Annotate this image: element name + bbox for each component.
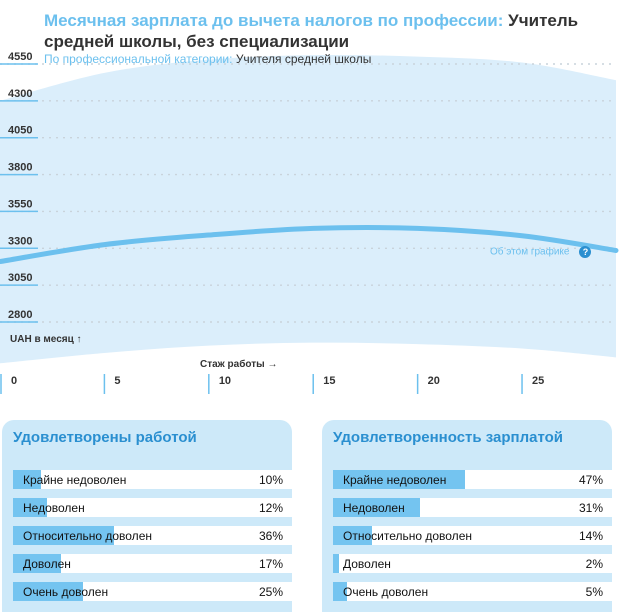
satisfaction-row: Очень доволен 5% <box>333 582 613 601</box>
satisfaction-bar <box>333 526 373 545</box>
job-satisfaction-panel: Удовлетворены работой Крайне недоволен 10… <box>2 420 293 612</box>
satisfaction-row: Недоволен 31% <box>333 498 613 517</box>
salary-range-band <box>0 55 616 364</box>
y-tick-label: 2800 <box>8 309 32 321</box>
salary-chart: 4550 4300 4050 3800 3550 3300 3050 2800 0 5 10 15 20… <box>0 51 619 394</box>
satisfaction-bar <box>13 498 47 517</box>
satisfaction-bar <box>333 582 347 601</box>
satisfaction-label: Относительно доволен <box>23 529 152 543</box>
about-chart-text[interactable]: Об этом графике <box>490 246 570 258</box>
y-tick-label: 4050 <box>8 125 32 137</box>
help-icon[interactable]: ? <box>579 246 592 258</box>
y-tick-label: 4550 <box>8 51 32 63</box>
satisfaction-value: 47% <box>578 473 603 487</box>
satisfaction-label: Очень доволен <box>23 585 109 599</box>
x-tick-label: 5 <box>114 375 120 387</box>
satisfaction-row: Крайне недоволен 10% <box>13 470 293 489</box>
y-tick-label: 3550 <box>8 198 32 210</box>
x-axis-label: Стаж работы → <box>200 359 278 370</box>
satisfaction-label: Относительно доволен <box>343 529 472 543</box>
satisfaction-row: Относительно доволен 36% <box>13 526 293 545</box>
satisfaction-value: 25% <box>258 585 283 599</box>
satisfaction-label: Доволен <box>23 557 71 571</box>
satisfaction-label: Доволен <box>343 557 391 571</box>
satisfaction-row: Недоволен 12% <box>13 498 293 517</box>
satisfaction-value: 17% <box>258 557 283 571</box>
chart-subtitle: По профессиональной категории: Учителя с… <box>44 52 371 66</box>
satisfaction-bar <box>13 554 61 573</box>
satisfaction-value: 5% <box>585 585 603 599</box>
satisfaction-value: 12% <box>258 501 283 515</box>
median-salary-line <box>0 225 619 265</box>
x-tick-label: 25 <box>532 375 544 387</box>
chart-title: Месячная зарплата до вычета налогов по п… <box>44 10 604 52</box>
satisfaction-bar <box>13 582 83 601</box>
x-tick-label: 10 <box>219 375 231 387</box>
chart-subtitle-value: Учителя средней школы <box>235 52 372 66</box>
satisfaction-row: Крайне недоволен 47% <box>333 470 613 489</box>
satisfaction-bar <box>333 470 465 489</box>
satisfaction-row: Относительно доволен 14% <box>333 526 613 545</box>
satisfaction-value: 36% <box>258 529 283 543</box>
y-tick-label: 4300 <box>8 88 32 100</box>
satisfaction-label: Недоволен <box>343 501 405 515</box>
satisfaction-value: 2% <box>585 557 603 571</box>
y-tick-label: 3050 <box>8 272 32 284</box>
satisfaction-value: 31% <box>578 501 603 515</box>
satisfaction-bar <box>333 498 420 517</box>
satisfaction-bar <box>13 526 114 545</box>
x-tick-label: 0 <box>11 375 17 387</box>
chart-subtitle-prefix: По профессиональной категории: <box>44 52 233 66</box>
y-tick-label: 3800 <box>8 162 32 174</box>
satisfaction-row: Очень доволен 25% <box>13 582 293 601</box>
satisfaction-row: Доволен 17% <box>13 554 293 573</box>
chart-title-value: Учитель средней школы, без специализации <box>44 11 579 51</box>
x-tick-label: 15 <box>323 375 335 387</box>
job-satisfaction-title: Удовлетворены работой <box>13 429 197 446</box>
y-tick-label: 3300 <box>8 235 32 247</box>
satisfaction-label: Крайне недоволен <box>343 473 447 487</box>
satisfaction-label: Очень доволен <box>343 585 429 599</box>
satisfaction-label: Недоволен <box>23 501 85 515</box>
about-chart-link[interactable]: Об этом графике? <box>490 246 592 258</box>
satisfaction-value: 14% <box>578 529 603 543</box>
chart-title-prefix: Месячная зарплата до вычета налогов по п… <box>44 11 504 30</box>
satisfaction-bar <box>333 554 339 573</box>
satisfaction-label: Крайне недоволен <box>23 473 127 487</box>
y-axis-label: UAH в месяц ↑ <box>10 334 82 345</box>
salary-satisfaction-panel: Удовлетворенность зарплатой Крайне недов… <box>322 420 613 612</box>
salary-satisfaction-title: Удовлетворенность зарплатой <box>333 429 563 446</box>
satisfaction-row: Доволен 2% <box>333 554 613 573</box>
satisfaction-value: 10% <box>258 473 283 487</box>
x-tick-label: 20 <box>428 375 440 387</box>
satisfaction-bar <box>13 470 41 489</box>
